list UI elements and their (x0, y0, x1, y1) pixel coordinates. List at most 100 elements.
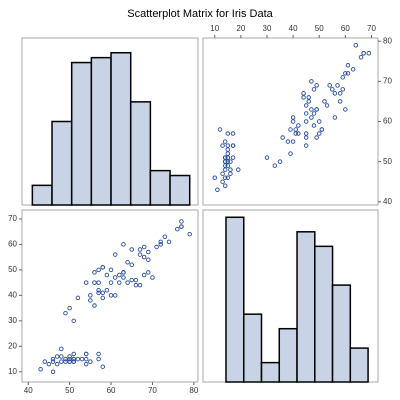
scatter-point (330, 87, 335, 92)
scatter-point (215, 187, 220, 192)
histogram-bar (260, 361, 281, 383)
scatter-point (125, 259, 130, 265)
scatter-point (361, 51, 366, 56)
scatter-point (150, 275, 155, 280)
histogram-bar (90, 56, 112, 206)
scatter-point (285, 139, 291, 144)
scatter-point (314, 83, 319, 88)
scatter-point (212, 175, 218, 180)
scatter-point (137, 247, 143, 252)
scatter-point (303, 111, 309, 116)
scatter-point (137, 282, 143, 288)
scatter-point (222, 183, 228, 188)
panel (21, 209, 199, 383)
scatter-point (112, 275, 118, 280)
histogram-bar (129, 101, 152, 206)
scatter-point (108, 267, 114, 273)
x-tick-label: 20 (236, 24, 245, 33)
scatter-point (288, 127, 293, 132)
scatter-point (46, 361, 52, 367)
histogram-bar (349, 347, 369, 383)
scatter-point (230, 131, 236, 136)
scatter-point (154, 244, 159, 250)
scatter-point (67, 359, 72, 364)
y-tick-label: 80 (383, 36, 392, 45)
scatter-point (104, 288, 110, 293)
scatter-point (222, 139, 228, 144)
scatter-point (162, 234, 168, 240)
y-tick-label: 50 (8, 265, 17, 274)
scatter-point (314, 107, 319, 112)
scatter-point (59, 359, 64, 364)
scatter-point (272, 163, 278, 168)
scatter-point (92, 280, 97, 285)
scatter-point (117, 272, 122, 278)
scatter-point (293, 131, 298, 136)
y-tick-label: 40 (383, 197, 392, 206)
scatter-point (117, 280, 122, 285)
scatter-point (83, 351, 89, 357)
scatter-point (59, 354, 64, 359)
x-tick-label: 60 (341, 24, 350, 33)
histogram-bar (51, 120, 73, 206)
scatter-point (71, 356, 77, 362)
scatter-point (217, 127, 223, 132)
x-tick-label: 80 (189, 386, 198, 395)
scatter-point (129, 247, 134, 252)
scatter-point (345, 71, 351, 76)
scatter-point (67, 354, 72, 359)
scatter-point (277, 159, 283, 164)
scatter-point (222, 167, 228, 172)
histogram-bar (331, 284, 352, 383)
scatter-point (133, 277, 139, 283)
scatter-point (345, 63, 351, 68)
histogram-bar (242, 313, 263, 383)
scatter-point (220, 171, 225, 176)
scatter-point (141, 272, 147, 278)
scatter-point (322, 99, 327, 104)
histogram-bar (169, 174, 191, 206)
scatter-point (264, 155, 270, 160)
scatter-point (301, 95, 306, 100)
scatter-point (343, 107, 348, 112)
scatter-point (67, 305, 72, 311)
scatter-point (100, 364, 106, 369)
x-tick-label: 30 (263, 24, 272, 33)
scatter-point (67, 356, 72, 362)
y-tick-label: 50 (383, 157, 392, 166)
scatter-point (92, 303, 97, 308)
scatter-point (75, 356, 81, 362)
scatter-point (309, 107, 314, 112)
scatter-point (146, 270, 151, 275)
scatter-point (311, 87, 317, 92)
scatter-point (158, 239, 163, 245)
scatter-point (133, 282, 139, 288)
scatter-point (350, 67, 356, 72)
scatter-point (290, 139, 296, 144)
histogram-bar (314, 245, 334, 383)
scatter-point (100, 290, 106, 296)
scatter-point (129, 262, 134, 268)
scatter-point (75, 295, 81, 301)
y-tick-label: 10 (8, 367, 17, 376)
y-tick-label: 30 (8, 316, 17, 325)
y-tick-label: 40 (8, 290, 17, 299)
scatter-point (309, 115, 314, 120)
scatter-point (366, 51, 372, 56)
scatter-point (96, 288, 101, 293)
scatter-point (38, 367, 43, 372)
scatter-point (236, 167, 241, 172)
scatter-point (146, 257, 151, 262)
scatter-point (324, 103, 330, 108)
scatter-point (327, 83, 332, 88)
scatter-point (358, 55, 364, 60)
scatter-point (296, 123, 301, 128)
scatter-point (303, 135, 309, 140)
scatter-point (92, 270, 97, 275)
scatter-point (225, 131, 231, 136)
histogram-bar (296, 231, 316, 383)
scatter-point (187, 231, 192, 237)
scatter-point (108, 293, 114, 298)
scatter-point (337, 99, 343, 104)
